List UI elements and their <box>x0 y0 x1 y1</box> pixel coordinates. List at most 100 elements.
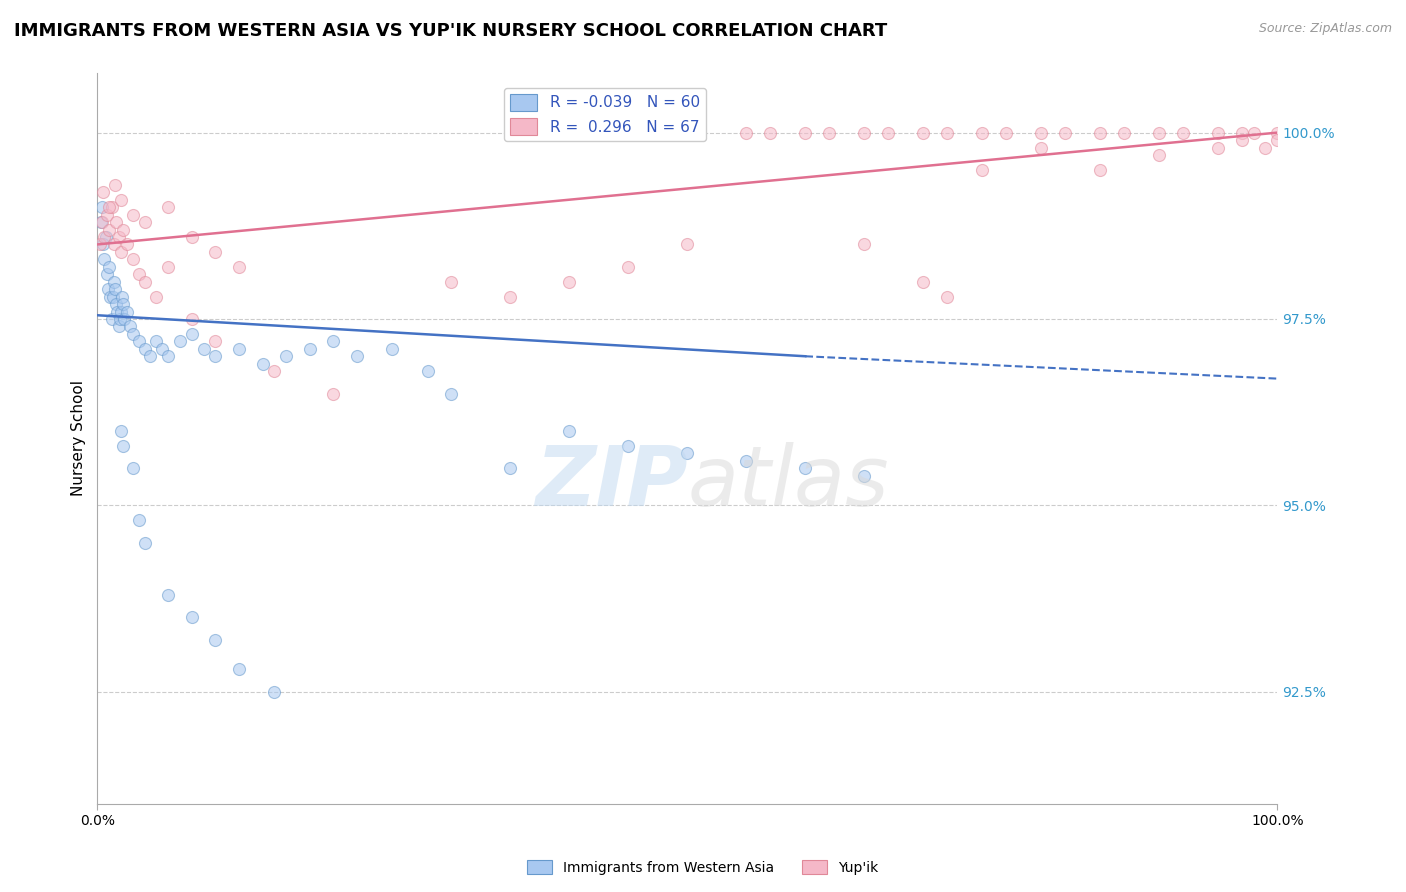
Point <box>110 244 132 259</box>
Point <box>100 312 122 326</box>
Point <box>440 275 463 289</box>
Point <box>1149 148 1171 162</box>
Point <box>912 275 935 289</box>
Point <box>157 200 180 214</box>
Point <box>105 215 128 229</box>
Point <box>121 461 143 475</box>
Point <box>416 364 439 378</box>
Point <box>128 334 150 349</box>
Text: IMMIGRANTS FROM WESTERN ASIA VS YUP'IK NURSERY SCHOOL CORRELATION CHART: IMMIGRANTS FROM WESTERN ASIA VS YUP'IK N… <box>14 22 887 40</box>
Point <box>676 237 699 252</box>
Point <box>1112 126 1135 140</box>
Point <box>204 632 226 647</box>
Point <box>263 364 285 378</box>
Point <box>98 260 121 274</box>
Point <box>91 186 114 200</box>
Point <box>98 200 121 214</box>
Y-axis label: Nursery School: Nursery School <box>72 380 86 496</box>
Point <box>972 162 994 177</box>
Text: atlas: atlas <box>688 442 889 523</box>
Legend: Immigrants from Western Asia, Yup'ik: Immigrants from Western Asia, Yup'ik <box>522 855 884 880</box>
Legend: R = -0.039   N = 60, R =  0.296   N = 67: R = -0.039 N = 60, R = 0.296 N = 67 <box>503 88 706 141</box>
Point <box>112 222 135 236</box>
Point <box>121 208 143 222</box>
Point <box>121 326 143 341</box>
Point <box>1254 140 1277 154</box>
Text: Source: ZipAtlas.com: Source: ZipAtlas.com <box>1258 22 1392 36</box>
Point <box>853 126 876 140</box>
Point <box>112 439 135 453</box>
Point <box>1090 162 1112 177</box>
Point <box>935 126 957 140</box>
Point <box>1149 126 1171 140</box>
Point <box>972 126 994 140</box>
Point <box>912 126 935 140</box>
Point <box>101 290 124 304</box>
Point <box>103 237 125 252</box>
Point <box>263 684 285 698</box>
Point <box>180 610 202 624</box>
Point <box>115 237 138 252</box>
Point <box>1171 126 1194 140</box>
Point <box>228 342 250 356</box>
Point <box>90 215 112 229</box>
Point <box>558 424 581 438</box>
Point <box>111 290 134 304</box>
Point <box>1265 133 1288 147</box>
Point <box>157 588 180 602</box>
Point <box>96 267 118 281</box>
Point <box>139 349 162 363</box>
Point <box>228 260 250 274</box>
Point <box>193 342 215 356</box>
Point <box>110 193 132 207</box>
Point <box>558 275 581 289</box>
Point <box>107 230 129 244</box>
Point <box>759 126 782 140</box>
Point <box>322 334 344 349</box>
Point <box>134 535 156 549</box>
Point <box>1206 140 1229 154</box>
Point <box>114 312 136 326</box>
Point <box>150 342 173 356</box>
Point <box>91 200 114 214</box>
Point <box>204 349 226 363</box>
Point <box>1031 126 1053 140</box>
Point <box>145 334 167 349</box>
Point <box>100 200 122 214</box>
Point <box>180 326 202 341</box>
Point <box>108 312 131 326</box>
Point <box>204 334 226 349</box>
Point <box>180 312 202 326</box>
Point <box>1230 133 1253 147</box>
Point <box>98 222 121 236</box>
Point <box>134 275 156 289</box>
Point <box>134 342 156 356</box>
Point <box>94 230 117 244</box>
Point <box>107 319 129 334</box>
Point <box>298 342 321 356</box>
Point <box>877 126 900 140</box>
Point <box>994 126 1017 140</box>
Point <box>93 252 115 267</box>
Point <box>121 252 143 267</box>
Point <box>440 386 463 401</box>
Point <box>617 260 640 274</box>
Point <box>157 260 180 274</box>
Text: ZIP: ZIP <box>534 442 688 523</box>
Point <box>735 126 758 140</box>
Point <box>128 513 150 527</box>
Point <box>97 282 120 296</box>
Point <box>204 244 226 259</box>
Point <box>107 304 129 318</box>
Point <box>676 446 699 460</box>
Point <box>794 461 817 475</box>
Point <box>322 386 344 401</box>
Point <box>1090 126 1112 140</box>
Point <box>104 282 127 296</box>
Point <box>499 461 522 475</box>
Point <box>499 290 522 304</box>
Point <box>120 319 142 334</box>
Point <box>180 230 202 244</box>
Point <box>110 424 132 438</box>
Point <box>794 126 817 140</box>
